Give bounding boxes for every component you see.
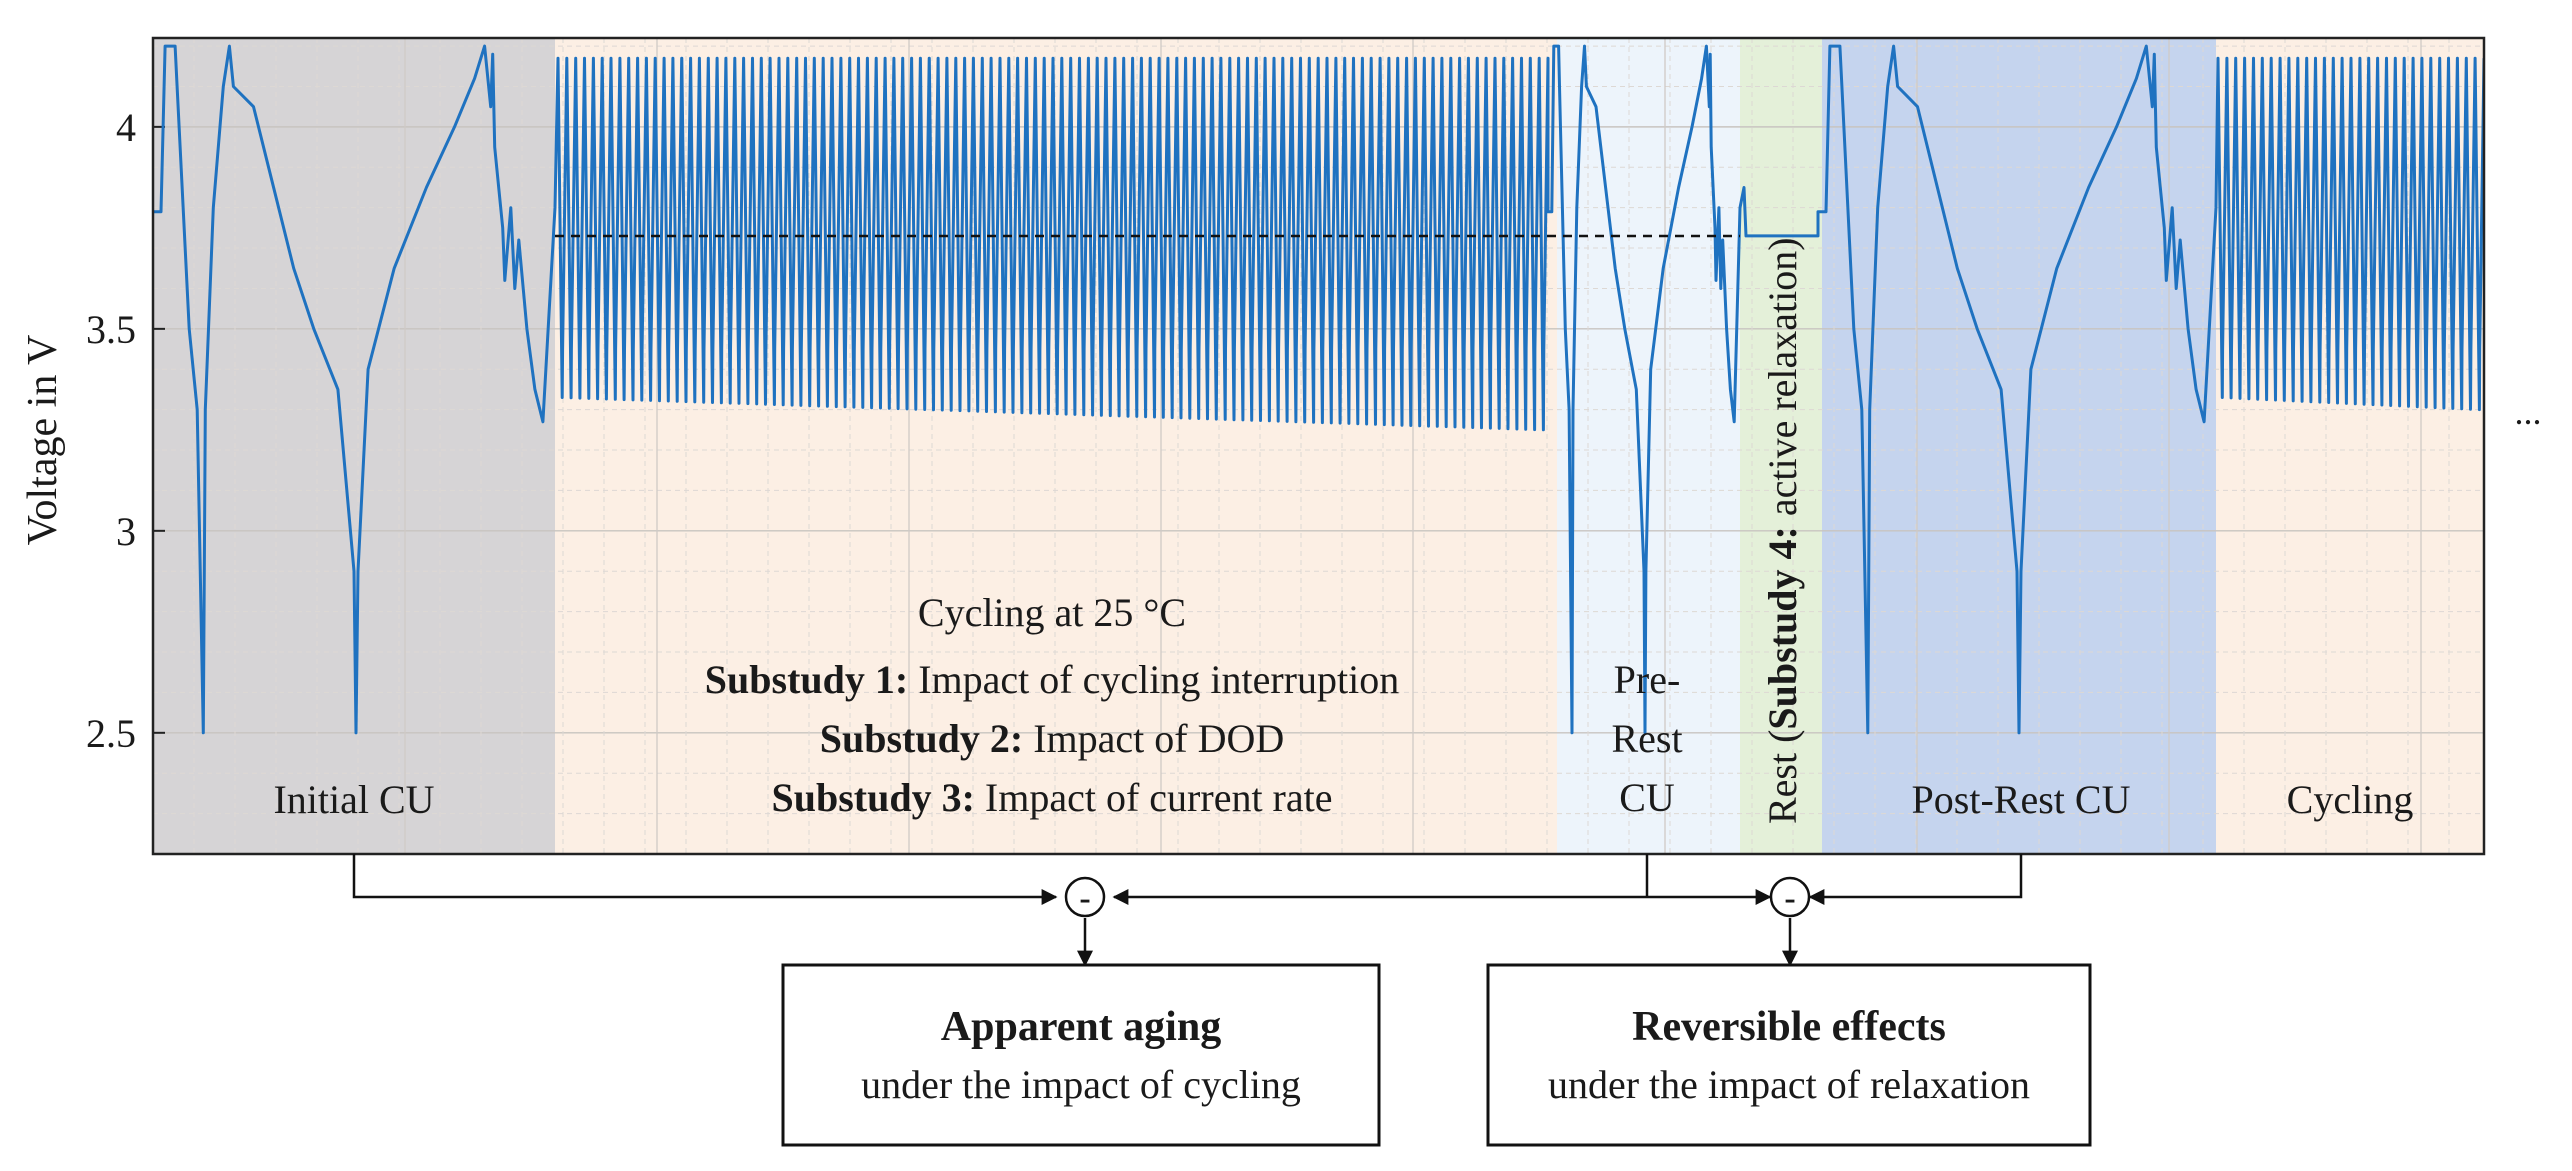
plot-frame: [151, 36, 2486, 856]
region-rest: [1740, 38, 1822, 854]
label-cycling-line1: Cycling at 25 °C: [918, 590, 1186, 635]
operator-reversible-circle: [1769, 876, 1811, 918]
operator-reversible: -: [1769, 876, 1811, 918]
label-post-rest-cu: Post-Rest CU: [1912, 777, 2131, 822]
box-apparent-title: Apparent aging: [941, 1004, 1221, 1050]
continuation-mark: ...: [2515, 392, 2542, 432]
box-reversible-frame: [1486, 963, 2092, 1147]
y-tick-label: 3.5: [86, 307, 136, 352]
label-substudy1: Substudy 1: Impact of cycling interrupti…: [705, 657, 1399, 702]
y-tick-label: 4: [116, 105, 136, 150]
box-reversible-title: Reversible effects: [1632, 1004, 1946, 1050]
box-apparent-frame: [781, 963, 1381, 1147]
box-reversible-subtitle: under the impact of relaxation: [1548, 1062, 2030, 1107]
y-axis-label: Voltage in V: [20, 335, 66, 546]
grid: [153, 38, 2484, 854]
region-initial-cu: [153, 38, 555, 854]
label-initial-cu: Initial CU: [273, 777, 434, 822]
connector-initial: [352, 854, 1058, 905]
y-tick-label: 3: [116, 509, 136, 554]
box-apparent-aging: Apparent aging under the impact of cycli…: [781, 963, 1381, 1147]
operator-apparent-circle: [1064, 876, 1106, 918]
box-apparent-subtitle: under the impact of cycling: [861, 1062, 1301, 1107]
operator-apparent: -: [1064, 876, 1106, 918]
label-pre-rest-line1: Pre-: [1614, 657, 1681, 702]
operator-reversible-symbol: -: [1784, 880, 1795, 917]
box-reversible-effects: Reversible effects under the impact of r…: [1486, 963, 2092, 1147]
y-tick-label: 2.5: [86, 711, 136, 756]
voltage-curve: [153, 44, 2484, 735]
label-rest: Rest (Substudy 4: active relaxation): [1760, 237, 1805, 824]
operator-apparent-symbol: -: [1079, 880, 1090, 917]
connector-post-rest: [1808, 854, 2023, 905]
label-pre-rest-line2: Rest: [1611, 716, 1682, 761]
label-cycling-end: Cycling: [2287, 777, 2414, 822]
connectors: [352, 854, 2023, 967]
label-substudy2: Substudy 2: Impact of DOD: [820, 716, 1284, 761]
label-pre-rest-line3: CU: [1619, 775, 1675, 820]
y-axis: 2.5 3 3.5 4: [86, 105, 165, 756]
label-substudy3: Substudy 3: Impact of current rate: [771, 775, 1332, 820]
